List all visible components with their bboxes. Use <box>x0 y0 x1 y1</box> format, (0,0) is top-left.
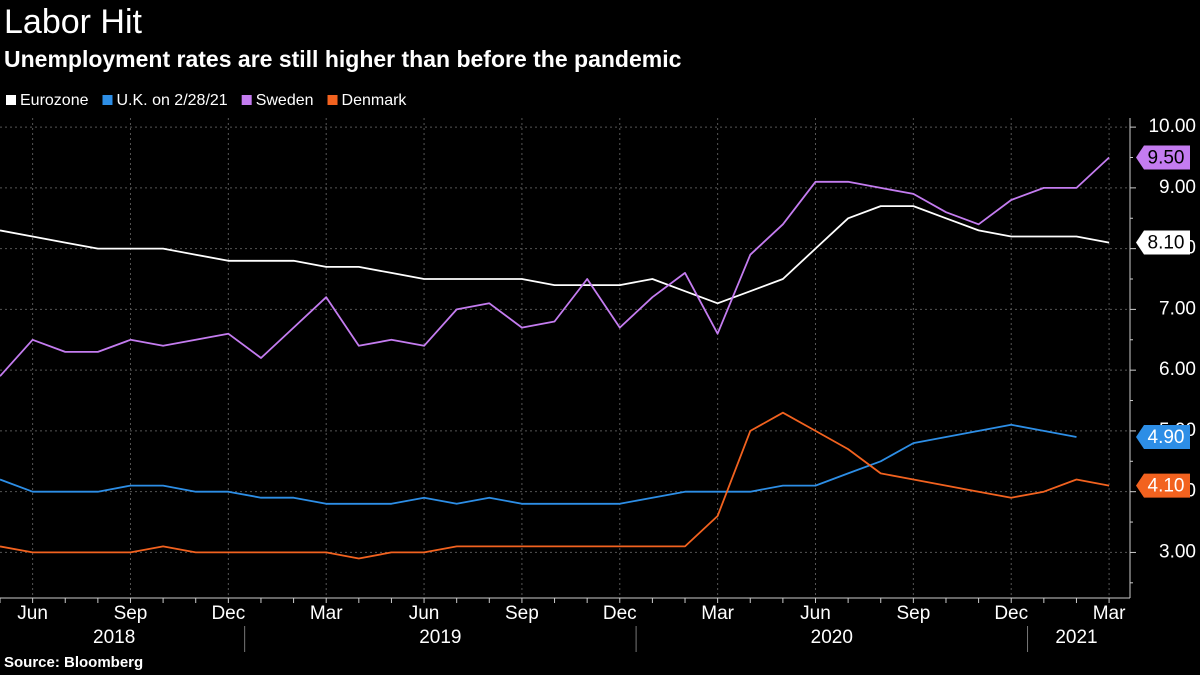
line-series <box>0 205 1110 305</box>
x-tick-label: Mar <box>1093 603 1126 624</box>
x-tick-label: Jun <box>800 603 831 624</box>
value-tag <box>1136 230 1190 255</box>
legend-label: Sweden <box>256 92 314 109</box>
value-label: 4.10 <box>1148 476 1185 497</box>
y-tick-label: 7.00 <box>1159 298 1196 319</box>
x-tick-label: Mar <box>701 603 734 624</box>
x-tick-label: Jun <box>409 603 440 624</box>
y-tick-label: 6.00 <box>1159 359 1196 380</box>
source: Source: Bloomberg <box>4 654 143 671</box>
x-year-label: 2018 <box>93 627 135 648</box>
x-tick-label: Sep <box>114 603 148 624</box>
legend-swatch <box>327 95 338 105</box>
x-tick-label: Sep <box>505 603 539 624</box>
x-tick-label: Jun <box>17 603 48 624</box>
legend-label: Denmark <box>342 92 408 109</box>
x-tick-label: Sep <box>896 603 930 624</box>
value-tag <box>1136 473 1190 498</box>
value-tag <box>1136 424 1190 449</box>
legend-swatch <box>102 95 113 105</box>
y-tick-label: 10.00 <box>1148 116 1196 137</box>
legend-label: Eurozone <box>20 92 89 109</box>
x-tick-label: Dec <box>211 603 245 624</box>
y-tick-label: 3.00 <box>1159 541 1196 562</box>
x-year-label: 2021 <box>1055 627 1097 648</box>
x-year-label: 2019 <box>419 627 461 648</box>
x-tick-label: Dec <box>994 603 1028 624</box>
y-tick-label: 9.00 <box>1159 177 1196 198</box>
chart-subtitle: Unemployment rates are still higher than… <box>4 46 682 72</box>
legend-label: U.K. on 2/28/21 <box>117 92 228 109</box>
legend-swatch <box>241 95 252 105</box>
x-year-label: 2020 <box>811 627 853 648</box>
value-tag <box>1136 145 1190 170</box>
chart-title: Labor Hit <box>4 3 143 41</box>
line-series <box>0 411 1110 560</box>
value-label: 8.10 <box>1148 233 1185 254</box>
line-series <box>0 156 1110 377</box>
line-series <box>0 423 1077 505</box>
x-tick-label: Mar <box>310 603 343 624</box>
value-label: 4.90 <box>1148 427 1185 448</box>
legend-swatch <box>6 95 16 105</box>
x-tick-label: Dec <box>603 603 637 624</box>
value-label: 9.50 <box>1148 148 1185 169</box>
